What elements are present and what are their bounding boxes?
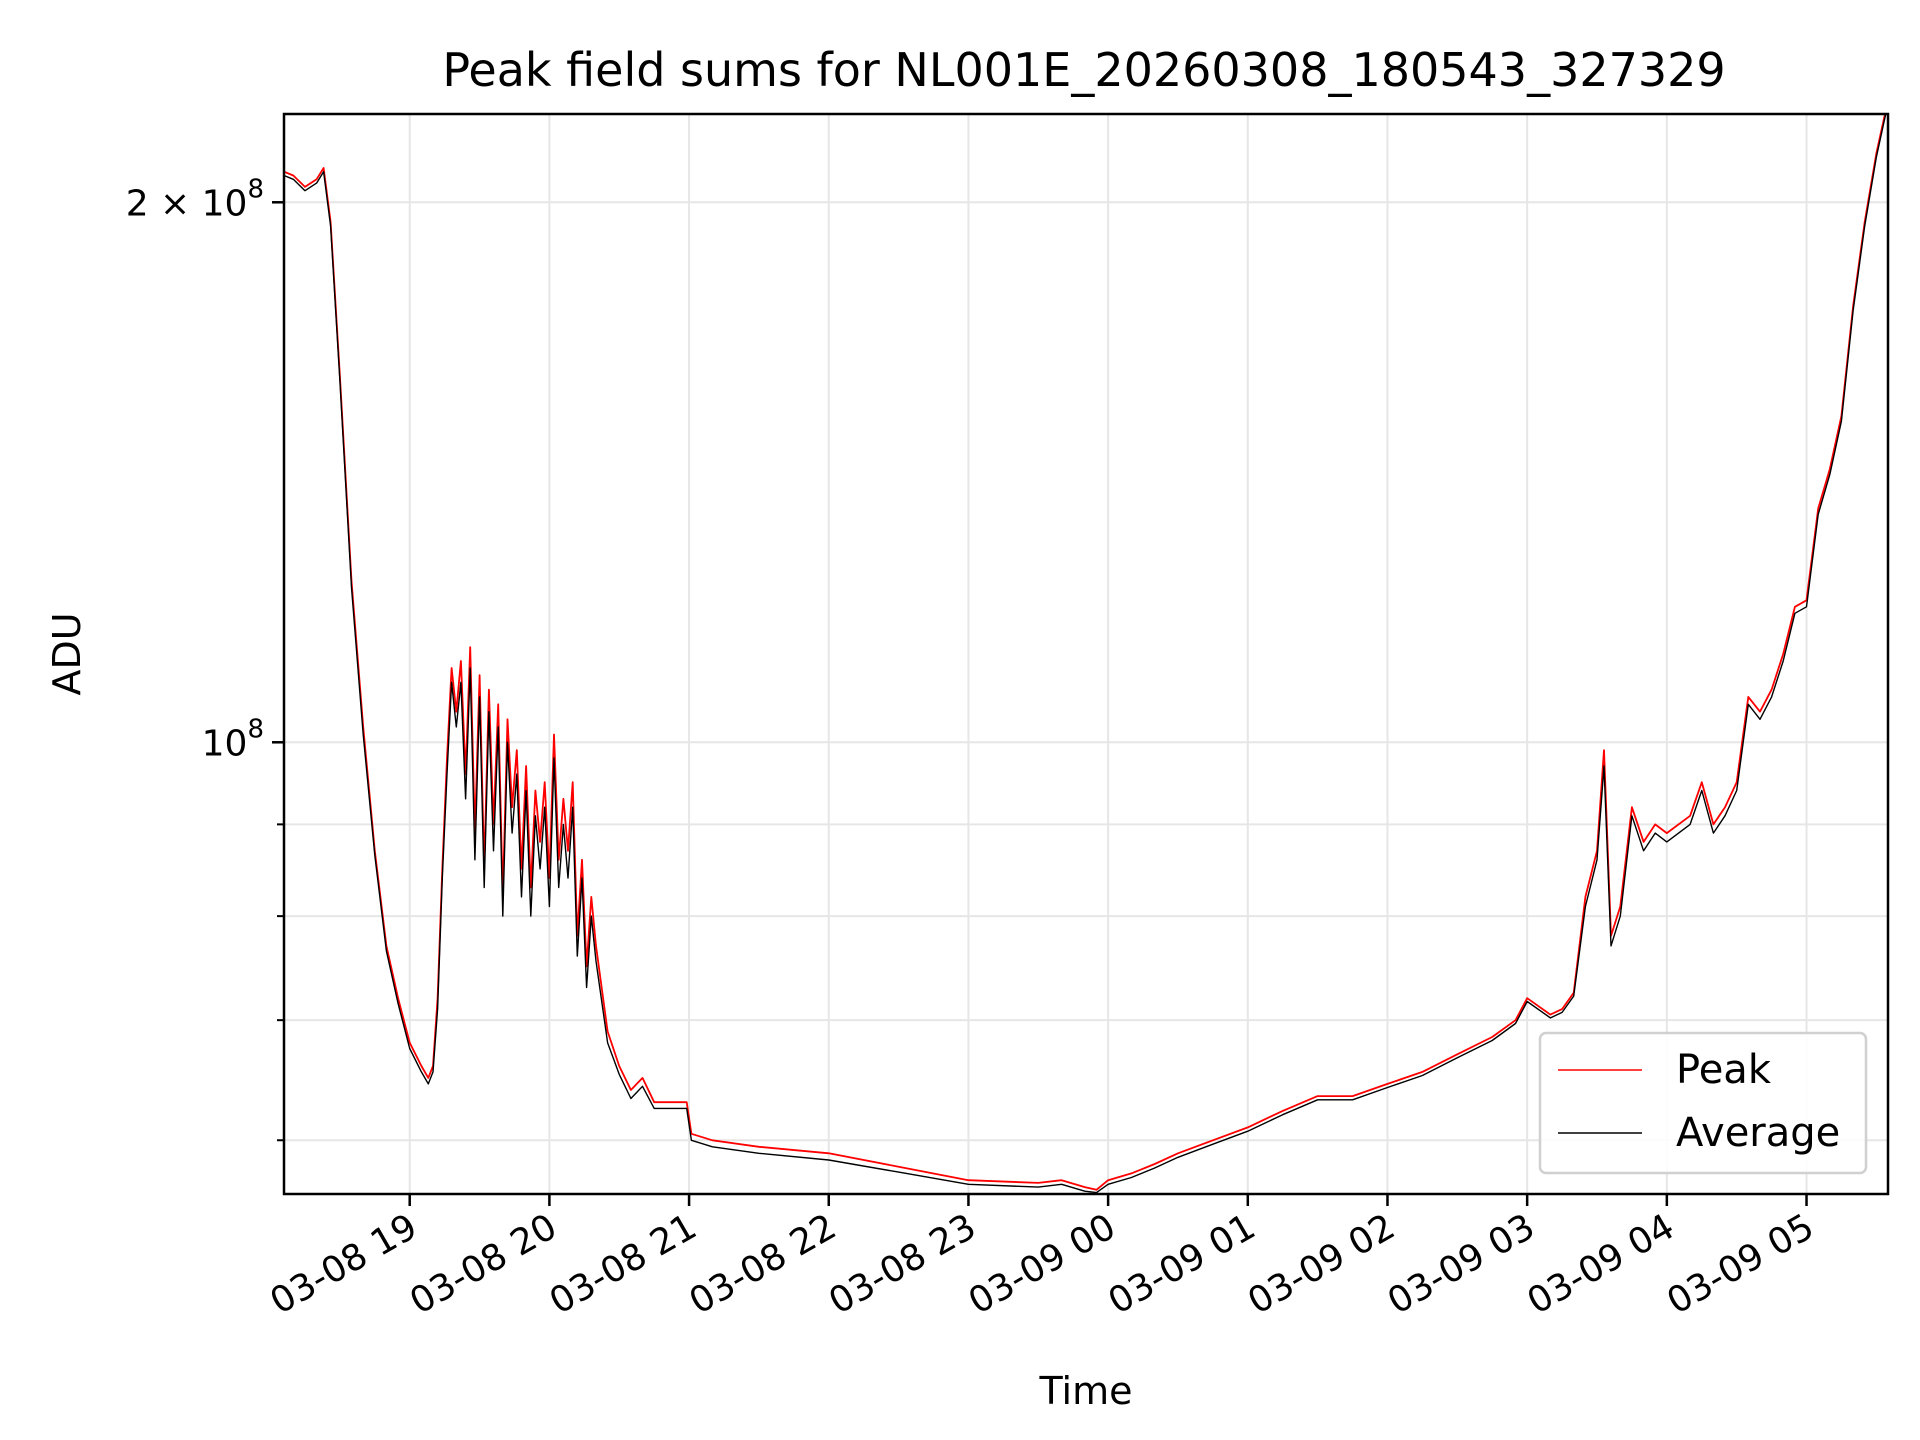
- x-tick-label: 03-09 04: [1521, 1206, 1682, 1322]
- y-axis-label: ADU: [45, 612, 89, 695]
- x-tick-label: 03-09 05: [1660, 1206, 1821, 1322]
- x-tick-label: 03-08 20: [403, 1206, 564, 1322]
- series-layer: [284, 114, 1887, 1194]
- legend-label-average: Average: [1676, 1110, 1840, 1156]
- x-tick-label: 03-08 22: [683, 1206, 844, 1322]
- legend-box: [1538, 1031, 1868, 1175]
- legend-label-peak: Peak: [1676, 1047, 1772, 1093]
- series-line-average: [284, 114, 1887, 1194]
- legend: Peak Average: [1538, 1031, 1868, 1175]
- y-tick-base: 2 × 10: [126, 183, 248, 224]
- y-tick-exponent: 8: [247, 714, 264, 744]
- x-tick-label: 03-08 21: [543, 1206, 704, 1322]
- chart-title: Peak field sums for NL001E_20260308_1805…: [442, 43, 1725, 97]
- y-tick-base: 10: [202, 723, 248, 764]
- y-tick-label: 2 × 108: [126, 174, 264, 224]
- x-tick-label: 03-09 02: [1241, 1206, 1402, 1322]
- x-tick-label: 03-08 23: [822, 1206, 983, 1322]
- series-line-peak: [284, 114, 1886, 1191]
- x-tick-label: 03-09 03: [1381, 1206, 1542, 1322]
- x-axis-label: Time: [1039, 1369, 1133, 1413]
- y-tick-label: 108: [202, 714, 264, 764]
- x-tick-label: 03-09 01: [1102, 1206, 1263, 1322]
- x-tick-label: 03-08 19: [264, 1206, 425, 1322]
- plot-frame: [282, 112, 1890, 1196]
- x-tick-label: 03-09 00: [962, 1206, 1123, 1322]
- y-tick-exponent: 8: [247, 174, 264, 204]
